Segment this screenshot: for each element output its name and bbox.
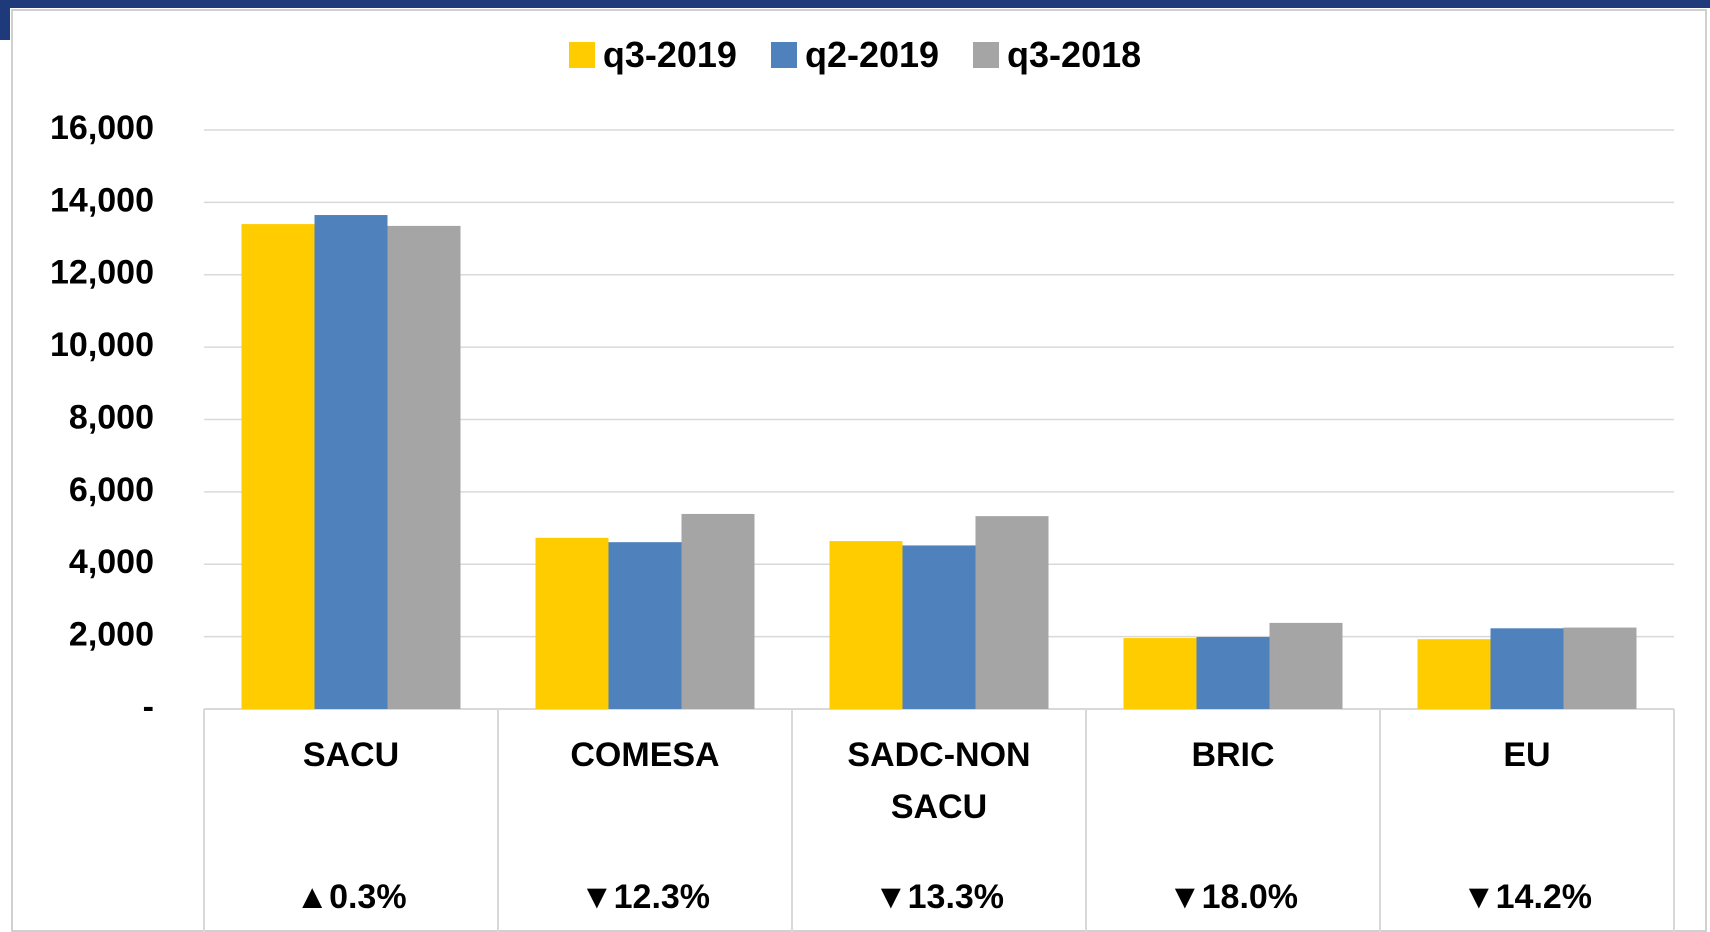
x-tick-label: COMESA [570, 736, 720, 774]
x-tick-label: SACU [302, 736, 400, 774]
legend-item: q3-2019 [568, 34, 737, 76]
y-tick-label: 10,000 [50, 326, 154, 364]
bar [829, 541, 903, 709]
legend-label: q2-2019 [804, 34, 940, 75]
legend-item: q3-2018 [973, 34, 1141, 76]
bar [1417, 639, 1491, 709]
change-annotation: ▼18.0% [1168, 878, 1298, 916]
bar [681, 513, 755, 709]
legend-swatch [568, 42, 595, 68]
bar [535, 537, 609, 709]
bar [1269, 622, 1343, 709]
y-tick-label: 14,000 [50, 181, 154, 219]
change-annotation: ▼12.3% [580, 878, 710, 916]
corner-strip [0, 0, 10, 40]
change-annotation: ▼14.2% [1462, 878, 1592, 916]
bar [608, 542, 682, 709]
change-annotation: ▼13.3% [874, 878, 1004, 916]
x-tick-label: BRIC [1191, 736, 1275, 774]
y-tick-label: 6,000 [69, 471, 154, 509]
x-label-box: EU [1503, 736, 1551, 774]
bar [241, 224, 315, 709]
x-label-box: SADC-NON SACU [847, 736, 1031, 826]
y-tick-label: 8,000 [69, 398, 154, 436]
x-tick-label: EU [1503, 736, 1551, 774]
x-tick-label: SADC-NON SACU [847, 736, 1031, 826]
top-strip [0, 0, 1710, 8]
legend-item: q2-2019 [770, 34, 940, 76]
x-label-box: BRIC [1191, 736, 1275, 774]
bar [1196, 636, 1270, 709]
bar [1563, 627, 1637, 709]
x-label-box: SACU [302, 736, 400, 774]
bar [1490, 628, 1564, 709]
legend-swatch [770, 42, 797, 68]
bar [975, 516, 1049, 709]
change-annotation: ▲0.3% [295, 878, 406, 916]
x-label-box: COMESA [570, 736, 720, 774]
legend-swatch [973, 42, 1000, 68]
bar [902, 545, 976, 709]
chart-frame [11, 9, 1707, 932]
y-tick-label: 2,000 [69, 616, 154, 654]
legend-label: q3-2019 [602, 34, 737, 75]
y-tick-label: 4,000 [69, 543, 154, 581]
bar [1123, 638, 1197, 709]
legend-label: q3-2018 [1007, 34, 1142, 75]
y-tick-label: 16,000 [50, 109, 154, 147]
bar [314, 215, 388, 709]
y-tick-label: - [143, 688, 154, 726]
legend: q3-2019 q2-2019 q3-2018 [0, 34, 1710, 76]
bar [387, 225, 461, 709]
y-tick-label: 12,000 [50, 254, 154, 292]
